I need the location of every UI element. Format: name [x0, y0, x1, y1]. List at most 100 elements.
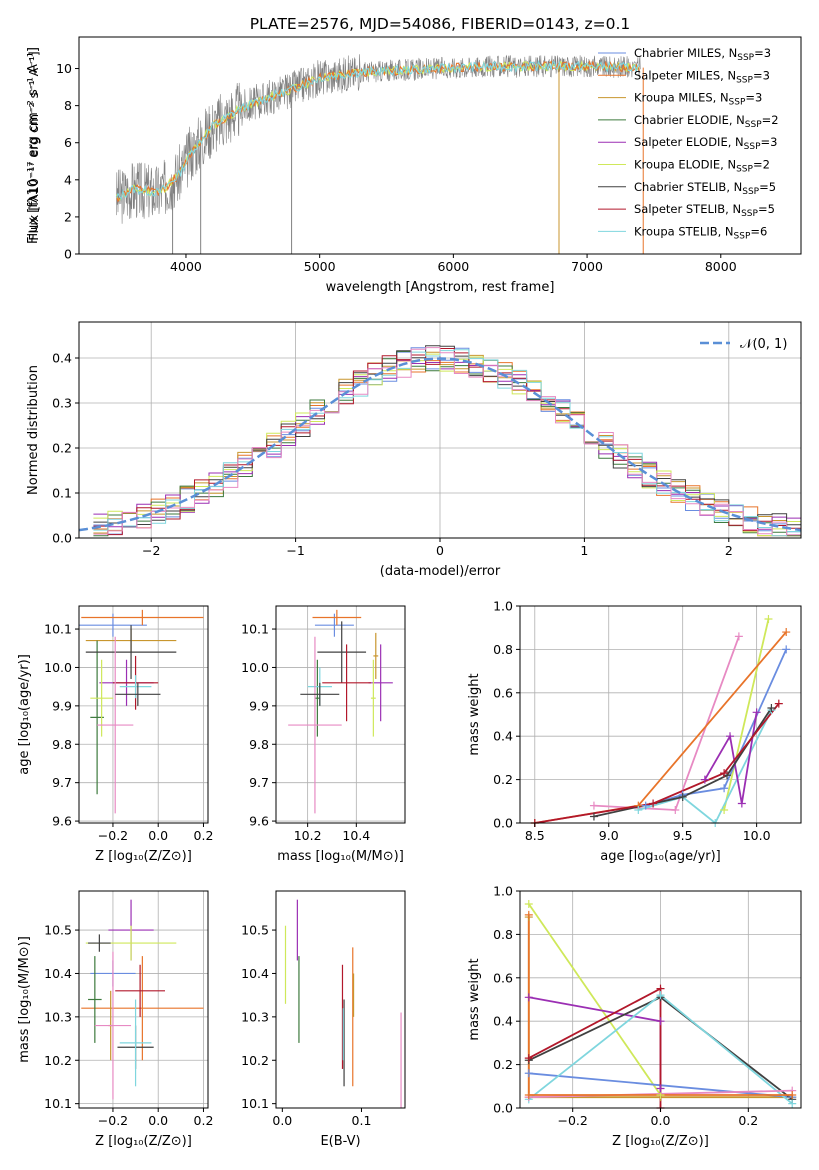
histogram-cs: [93, 345, 801, 527]
spectrum-model-line: [115, 60, 640, 201]
histogram-se: [93, 359, 801, 530]
marker-se: [656, 1017, 665, 1026]
x-tick-label: 10.4: [342, 828, 370, 843]
x-tick-label: 4000: [170, 259, 202, 274]
panel-mass-vs-ebv: 0.0 0.1 10.1 10.2 10.3 10.4 10.5 E(B-V): [241, 890, 406, 1149]
y-tick-label: 0.4: [493, 729, 513, 744]
marker-se: [656, 1084, 665, 1093]
gaussian-curve: [79, 357, 801, 532]
legend-subscript: SSP: [734, 231, 751, 241]
y-tick-label: 10.1: [44, 1096, 72, 1111]
series-ke: [528, 903, 662, 1096]
legend-suffix: =2: [753, 158, 770, 172]
y-tick-label: 0.2: [52, 441, 72, 456]
x-tick-label: 10.2: [294, 828, 322, 843]
series-pink: [593, 636, 740, 811]
y-tick-label: 10.2: [44, 1053, 72, 1068]
y-axis-label: Flux [fλ10⁻¹⁷ erg cm⁻² s⁻¹ A⁻¹]: [26, 47, 41, 244]
plot-area: [115, 54, 644, 254]
y-tick-label: 0.6: [493, 685, 513, 700]
plot-area: [79, 322, 801, 538]
x-tick-label: −0.2: [558, 1113, 588, 1128]
legend-subscript: SSP: [745, 120, 762, 130]
y-tick-label: 4: [64, 172, 72, 187]
series-ks: [638, 709, 773, 823]
legend-entry: Salpeter MILES, NSSP=3: [634, 68, 770, 85]
marker-cm: [641, 801, 650, 810]
y-tick-label: 0: [64, 247, 72, 262]
y-tick-label: 0.2: [493, 1057, 513, 1072]
x-tick-label: −2: [142, 543, 160, 558]
spectrum-model-line: [115, 59, 640, 203]
x-axis-label: Z [log₁₀(Z/Z⊙)]: [95, 849, 192, 864]
legend-entry: Chabrier ELODIE, NSSP=2: [634, 113, 779, 130]
y-tick-label: 6: [64, 135, 72, 150]
legend-subscript: SSP: [736, 75, 753, 85]
axes-frame: [78, 605, 209, 824]
x-axis-label: wavelength [Angstrom, rest frame]: [326, 280, 555, 295]
x-tick-label: 8000: [705, 259, 737, 274]
histogram-pink: [93, 347, 801, 536]
spectrum-model-line: [115, 59, 640, 201]
marker-sm: [524, 1090, 533, 1099]
legend-entry: Kroupa STELIB, NSSP=6: [634, 224, 767, 241]
y-axis-label: mass weight: [467, 958, 482, 1040]
spectrum-data-line: [116, 54, 641, 224]
plot-area: [520, 606, 801, 823]
x-tick-label: 0: [436, 543, 444, 558]
y-tick-label: 0.3: [52, 396, 72, 411]
legend-entry: Chabrier STELIB, NSSP=5: [634, 180, 776, 197]
marker-se: [737, 799, 746, 808]
panel-weight-vs-age: 8.5 9.0 9.5 10.0 0.0 0.2 0.4 0.6 0.8 1.0 age [log₁…: [467, 599, 802, 864]
legend-subscript: SSP: [737, 53, 754, 63]
histogram-cm: [93, 347, 801, 535]
legend-suffix: =5: [759, 180, 776, 194]
legend-subscript: SSP: [744, 142, 761, 152]
series-cm: [645, 649, 788, 807]
legend-subscript: SSP: [742, 187, 759, 197]
legend-subscript: SSP: [729, 98, 746, 108]
legend-entry: Kroupa MILES, NSSP=3: [634, 91, 762, 108]
y-tick-label: 10.0: [44, 660, 72, 675]
marker-ss: [774, 699, 783, 708]
x-tick-label: 0.0: [148, 828, 168, 843]
plot-area: [276, 606, 405, 823]
y-tick-label: 10.1: [241, 622, 269, 637]
y-tick-label: 0.4: [493, 1014, 513, 1029]
x-tick-label: 7000: [571, 259, 603, 274]
y-tick-label: 10.1: [44, 622, 72, 637]
y-tick-label: 0.8: [493, 927, 513, 942]
x-tick-label: 2: [725, 543, 733, 558]
plot-area: [79, 606, 208, 823]
legend-suffix: =3: [761, 135, 778, 149]
y-tick-label: 10.1: [241, 1096, 269, 1111]
legend-suffix: =5: [758, 202, 775, 216]
y-tick-label: 10.4: [44, 966, 72, 981]
marker-se: [700, 775, 709, 784]
y-tick-label: 10.3: [241, 1009, 269, 1024]
marker-cm: [524, 1069, 533, 1078]
spectrum-legend: Chabrier MILES, NSSP=3 Salpeter MILES, NS…: [598, 46, 779, 241]
axes-frame: [275, 890, 406, 1109]
panel-spectrum: Chabrier MILES, NSSP=3 Salpeter MILES, NS…: [26, 36, 802, 295]
panel-age-vs-mass: 10.2 10.4 9.6 9.7 9.8 9.9 10.0 10.1 mass [log₁₀(…: [241, 605, 406, 864]
x-tick-label: 0.0: [148, 1113, 168, 1128]
y-axis-label: Flux [fλ10⁻¹⁷ erg cm⁻² s⁻¹ A⁻¹]: [26, 51, 41, 240]
legend-suffix: =2: [762, 113, 779, 127]
histogram-ks: [93, 349, 801, 537]
y-tick-label: 10.0: [241, 660, 269, 675]
x-tick-label: 6000: [437, 259, 469, 274]
plot-area: [79, 891, 208, 1108]
marker-pink: [734, 632, 743, 641]
figure-title: PLATE=2576, MJD=54086, FIBERID=0143, z=0…: [250, 15, 631, 33]
x-tick-label: −1: [286, 543, 304, 558]
axes-frame: [275, 605, 406, 824]
legend-suffix: =3: [745, 91, 762, 105]
y-tick-label: 0.8: [493, 642, 513, 657]
marker-se: [524, 993, 533, 1002]
y-tick-label: 9.8: [52, 737, 72, 752]
x-tick-label: −0.2: [98, 1113, 128, 1128]
x-axis-label: Z [log₁₀(Z/Z⊙)]: [612, 1134, 709, 1149]
x-tick-label: −0.2: [98, 828, 128, 843]
x-axis-label: (data-model)/error: [380, 564, 501, 579]
